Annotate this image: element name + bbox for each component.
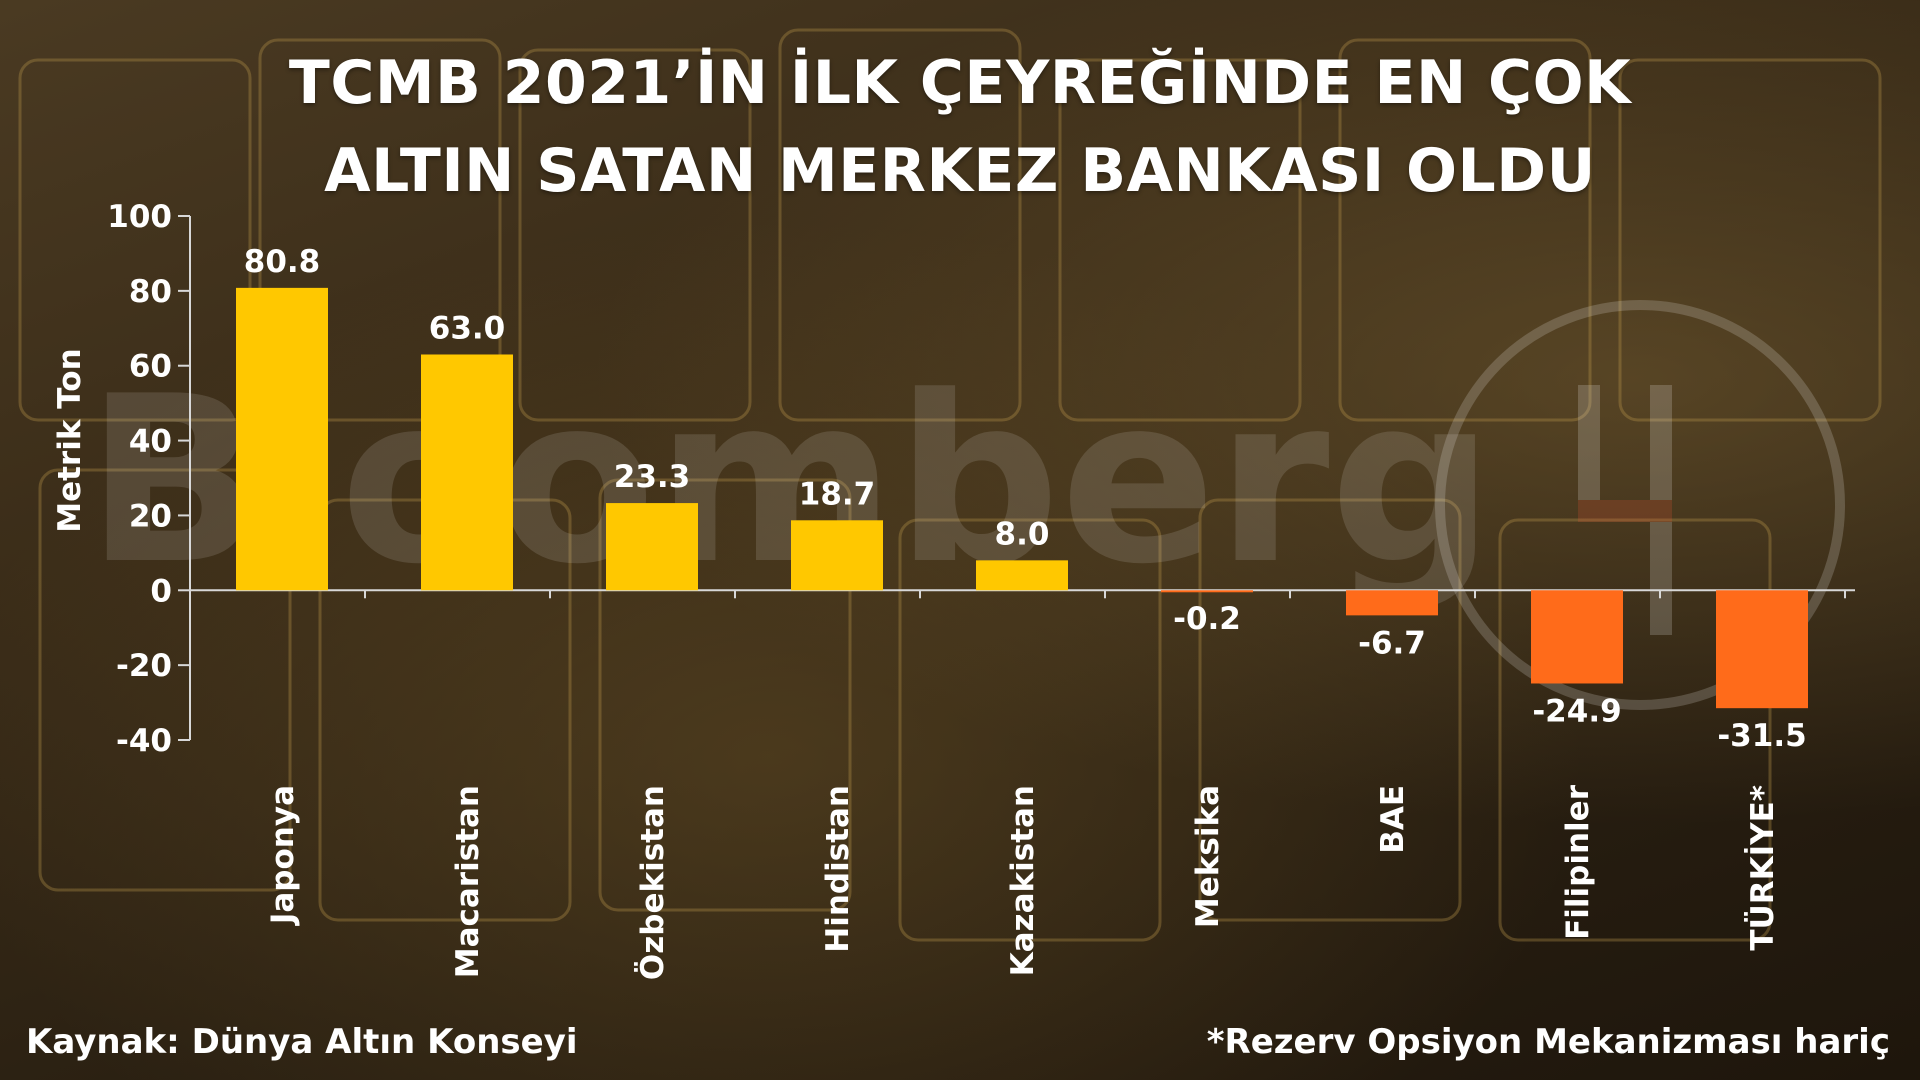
bar-meksika	[1161, 590, 1253, 593]
bar-macaristan	[421, 354, 513, 591]
footnote: *Rezerv Opsiyon Mekanizması hariç	[1206, 1022, 1890, 1062]
y-tick-label: 60	[129, 349, 172, 385]
chart-title-line-1: TCMB 2021’İN İLK ÇEYREĞİNDE EN ÇOK	[288, 48, 1632, 118]
value-label: -31.5	[1717, 718, 1806, 754]
value-label: -24.9	[1532, 693, 1621, 729]
category-label: TÜRKİYE*	[1744, 785, 1781, 951]
y-tick-label: 40	[129, 424, 172, 460]
value-label: 63.0	[429, 310, 506, 346]
category-label: Hindistan	[820, 785, 856, 953]
bar-filipinler	[1531, 590, 1623, 684]
category-label: BAE	[1375, 785, 1411, 854]
bar-kazakistan	[976, 560, 1068, 591]
value-label: -0.2	[1173, 601, 1241, 637]
y-tick-label: -20	[116, 648, 172, 684]
chart-title-line-2: ALTIN SATAN MERKEZ BANKASI OLDU	[324, 136, 1596, 206]
y-tick-label: 0	[150, 573, 172, 609]
value-label: -6.7	[1358, 625, 1426, 661]
value-label: 80.8	[244, 244, 321, 280]
bar-türki̇ye*	[1716, 590, 1808, 709]
bar-özbekistan	[606, 503, 698, 591]
y-axis-label: Metrik Ton	[52, 348, 88, 532]
source-note: Kaynak: Dünya Altın Konseyi	[26, 1022, 578, 1062]
y-tick-label: -40	[116, 723, 172, 759]
category-label: Kazakistan	[1005, 785, 1041, 976]
category-label: Meksika	[1190, 785, 1226, 928]
category-label: Filipinler	[1560, 784, 1596, 940]
category-label: Japonya	[265, 785, 301, 926]
value-label: 23.3	[614, 459, 691, 495]
value-label: 8.0	[995, 516, 1050, 552]
y-tick-label: 100	[107, 199, 172, 235]
bar-japonya	[236, 287, 328, 591]
category-label: Özbekistan	[634, 785, 671, 980]
y-tick-label: 80	[129, 274, 172, 310]
bar-bae	[1346, 590, 1438, 616]
bar-hindistan	[791, 520, 883, 591]
value-label: 18.7	[799, 476, 876, 512]
y-tick-label: 20	[129, 498, 172, 534]
category-label: Macaristan	[450, 785, 486, 978]
